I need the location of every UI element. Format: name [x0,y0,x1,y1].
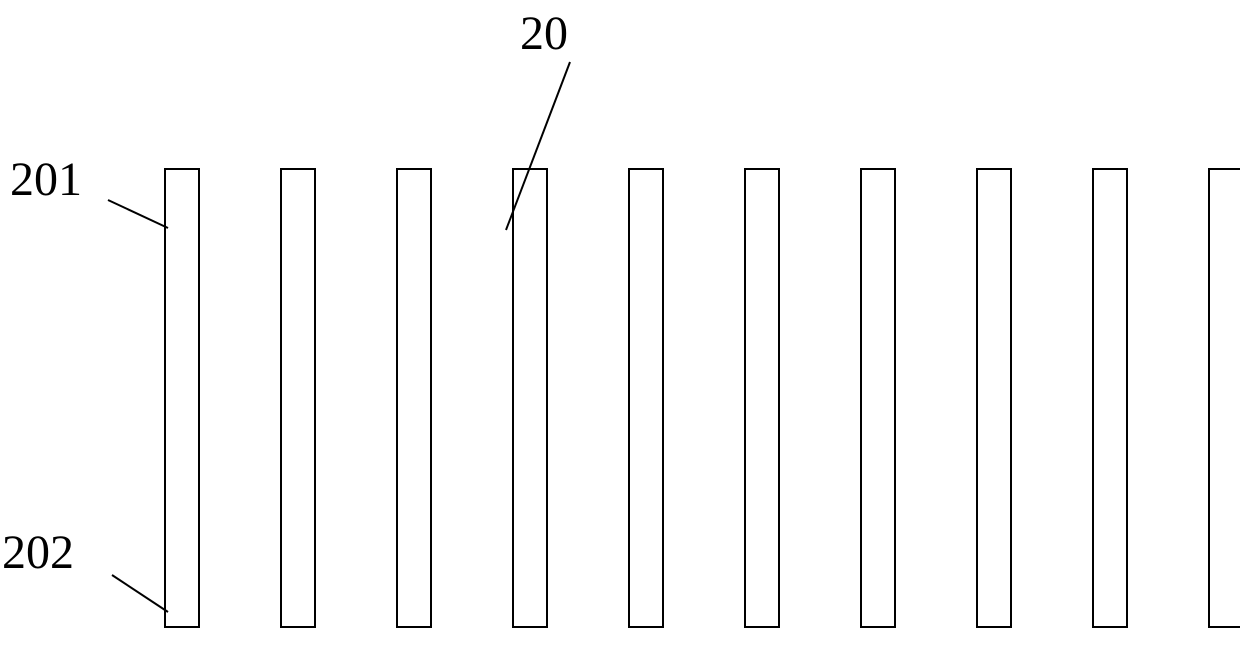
label-202: 202 [2,525,74,580]
leader-line [108,200,168,228]
bar-201 [164,168,200,628]
bar-201 [396,168,432,628]
label-201: 201 [10,152,82,207]
bar-201 [628,168,664,628]
bar-201 [1208,168,1240,628]
label-20: 20 [520,6,568,61]
bar-201 [512,168,548,628]
bar-201 [1092,168,1128,628]
bar-201 [280,168,316,628]
bar-201 [860,168,896,628]
bar-201 [976,168,1012,628]
bar-201 [744,168,780,628]
figure-canvas: 20 201 202 [0,0,1240,667]
leader-line [112,575,168,612]
